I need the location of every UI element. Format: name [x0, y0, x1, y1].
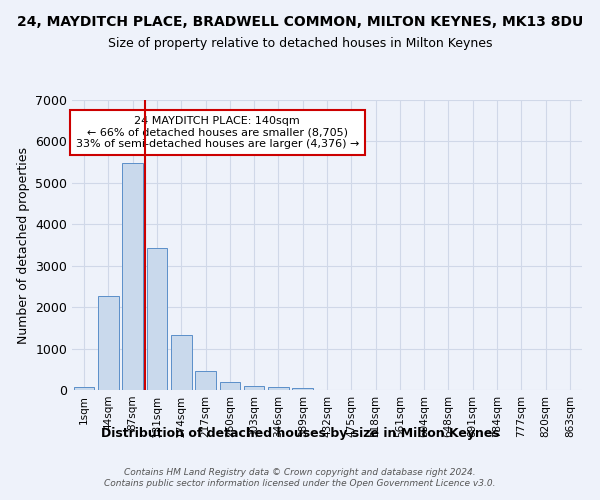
Bar	[244, 386, 265, 390]
Bar	[98, 296, 119, 390]
Text: 24 MAYDITCH PLACE: 140sqm
← 66% of detached houses are smaller (8,705)
33% of se: 24 MAYDITCH PLACE: 140sqm ← 66% of detac…	[76, 116, 359, 149]
Text: Contains HM Land Registry data © Crown copyright and database right 2024.
Contai: Contains HM Land Registry data © Crown c…	[104, 468, 496, 487]
Text: 24, MAYDITCH PLACE, BRADWELL COMMON, MILTON KEYNES, MK13 8DU: 24, MAYDITCH PLACE, BRADWELL COMMON, MIL…	[17, 15, 583, 29]
Bar	[292, 388, 313, 390]
Bar	[74, 387, 94, 390]
Bar	[171, 336, 191, 390]
Text: Distribution of detached houses by size in Milton Keynes: Distribution of detached houses by size …	[101, 428, 499, 440]
Bar	[146, 248, 167, 390]
Bar	[220, 382, 240, 390]
Text: Size of property relative to detached houses in Milton Keynes: Size of property relative to detached ho…	[108, 38, 492, 51]
Bar	[122, 163, 143, 390]
Y-axis label: Number of detached properties: Number of detached properties	[17, 146, 29, 344]
Bar	[268, 388, 289, 390]
Bar	[195, 371, 216, 390]
